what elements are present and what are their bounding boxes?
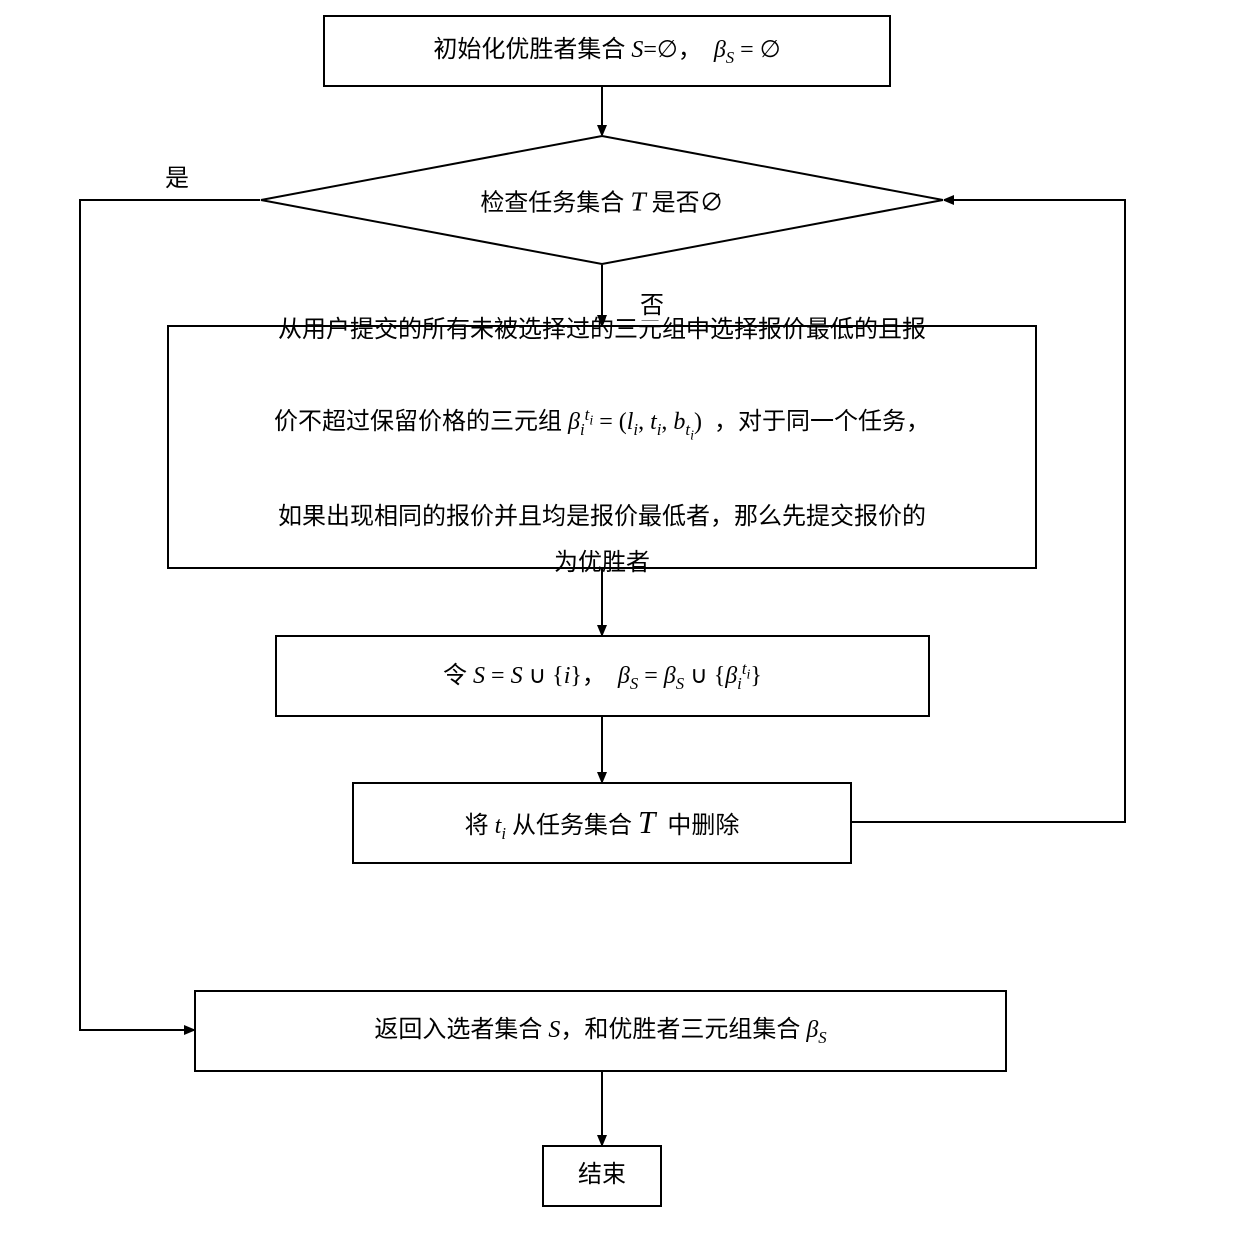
node-n2: 检查任务集合 T 是否∅ [260, 135, 944, 265]
node-n3: 从用户提交的所有未被选择过的三元组中选择报价最低的且报价不超过保留价格的三元组 … [167, 325, 1037, 569]
node-label-n1: 初始化优胜者集合 S=∅， βS = ∅ [433, 28, 780, 74]
node-label-n4: 令 S = S ∪ {i}， βS = βS ∪ {βiti} [443, 653, 762, 700]
node-label-n6: 返回入选者集合 S，和优胜者三元组集合 βS [374, 1008, 826, 1054]
node-label-n3: 从用户提交的所有未被选择过的三元组中选择报价最低的且报价不超过保留价格的三元组 … [274, 308, 930, 587]
node-n7: 结束 [542, 1145, 662, 1207]
node-label-n2: 检查任务集合 T 是否∅ [260, 183, 944, 218]
edge-label-n2-n6: 是 [165, 158, 189, 193]
node-n5: 将 ti 从任务集合 T 中删除 [352, 782, 852, 864]
node-n4: 令 S = S ∪ {i}， βS = βS ∪ {βiti} [275, 635, 930, 717]
node-n6: 返回入选者集合 S，和优胜者三元组集合 βS [194, 990, 1007, 1072]
edge-label-n2-n3: 否 [640, 285, 664, 320]
node-label-n7: 结束 [578, 1153, 626, 1199]
flowchart-canvas: 初始化优胜者集合 S=∅， βS = ∅ 检查任务集合 T 是否∅ 从用户提交的所有… [0, 0, 1240, 1253]
node-n1: 初始化优胜者集合 S=∅， βS = ∅ [323, 15, 891, 87]
node-label-n5: 将 ti 从任务集合 T 中删除 [465, 793, 740, 852]
